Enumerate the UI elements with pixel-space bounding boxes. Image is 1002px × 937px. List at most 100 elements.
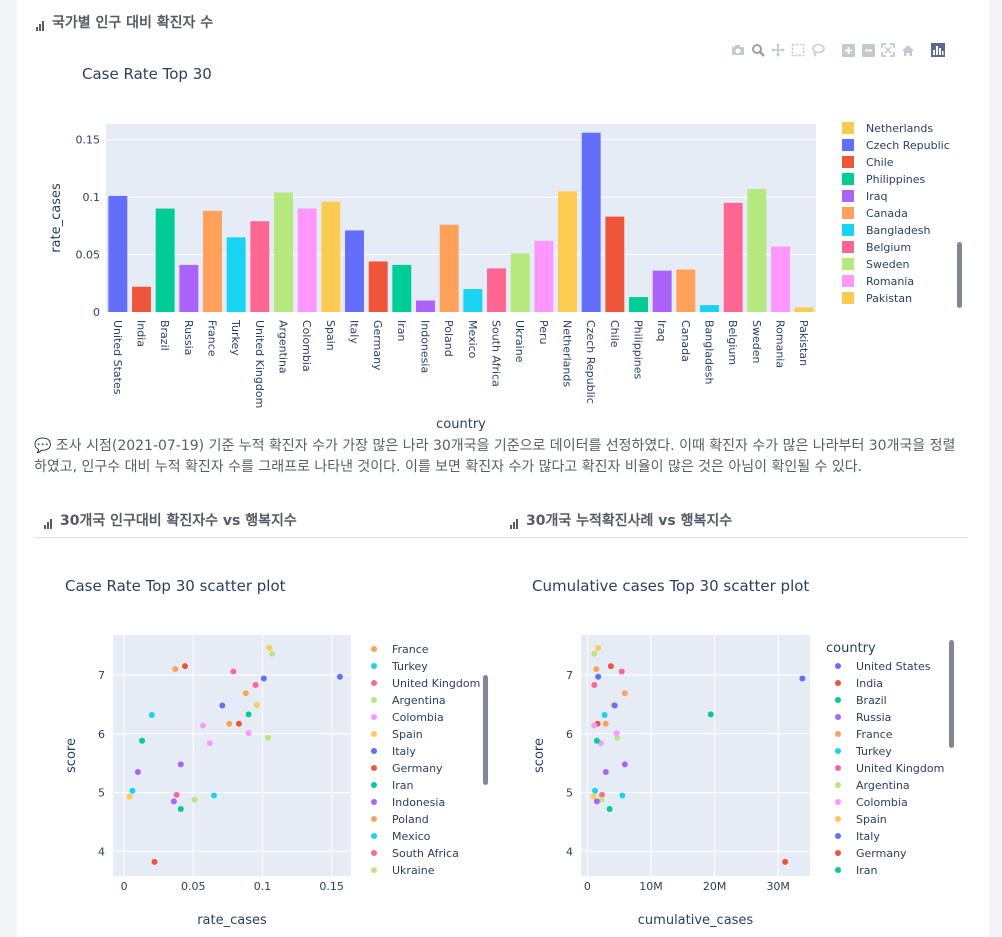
legend-scrollbar[interactable]: [957, 242, 962, 308]
legend-label[interactable]: Chile: [866, 156, 894, 169]
bar-argentina[interactable]: [274, 192, 293, 312]
bar-poland[interactable]: [439, 224, 459, 312]
point-iraq[interactable]: [170, 798, 177, 805]
point-italy[interactable]: [219, 702, 226, 709]
point-brazil[interactable]: [245, 711, 252, 718]
reset-axes-icon[interactable]: [900, 42, 916, 58]
legend-label[interactable]: France: [856, 728, 893, 741]
point-belgium[interactable]: [252, 681, 259, 688]
legend-label[interactable]: Spain: [856, 813, 887, 826]
point-mexico[interactable]: [601, 711, 608, 718]
point-russia[interactable]: [621, 761, 628, 768]
point-turkey[interactable]: [211, 792, 218, 799]
legend-scrollbar[interactable]: [483, 675, 488, 785]
bar-italy[interactable]: [345, 230, 364, 312]
legend-label[interactable]: Canada: [866, 207, 908, 220]
legend-label[interactable]: Iran: [392, 779, 414, 792]
point-turkey[interactable]: [619, 792, 626, 799]
point-indonesia[interactable]: [602, 768, 609, 775]
bar-united-states[interactable]: [108, 195, 128, 312]
point-united-kingdom[interactable]: [230, 668, 237, 675]
point-czech-republic[interactable]: [595, 673, 602, 680]
legend-label[interactable]: United States: [856, 660, 931, 673]
bar-belgium[interactable]: [723, 202, 743, 312]
bar-united-kingdom[interactable]: [250, 221, 270, 312]
point-indonesia[interactable]: [134, 768, 141, 775]
legend-label[interactable]: Germany: [856, 847, 907, 860]
point-united-kingdom[interactable]: [618, 668, 625, 675]
box-select-icon[interactable]: [790, 42, 806, 58]
legend-label[interactable]: Turkey: [855, 745, 892, 758]
legend-label[interactable]: Belgium: [866, 241, 911, 254]
bar-bangladesh[interactable]: [700, 305, 719, 312]
point-canada[interactable]: [172, 666, 179, 673]
point-russia[interactable]: [177, 761, 184, 768]
legend-label[interactable]: France: [392, 643, 429, 656]
legend-label[interactable]: Netherlands: [866, 122, 933, 135]
point-india[interactable]: [782, 858, 789, 865]
lasso-select-icon[interactable]: [810, 42, 826, 58]
legend-label[interactable]: Argentina: [392, 694, 446, 707]
point-philippines[interactable]: [593, 737, 600, 744]
bar-france[interactable]: [203, 210, 222, 312]
camera-icon[interactable]: [730, 42, 746, 58]
bar-germany[interactable]: [368, 261, 388, 312]
point-pakistan[interactable]: [126, 793, 133, 800]
point-bangladesh[interactable]: [591, 787, 598, 794]
point-germany[interactable]: [607, 663, 614, 670]
point-france[interactable]: [621, 690, 628, 697]
bar-south-africa[interactable]: [487, 268, 506, 312]
point-romania[interactable]: [199, 722, 206, 729]
point-bangladesh[interactable]: [129, 787, 136, 794]
bar-ukraine[interactable]: [510, 253, 530, 312]
bar-mexico[interactable]: [463, 289, 483, 312]
bar-russia[interactable]: [179, 264, 199, 312]
zoom-icon[interactable]: [750, 42, 766, 58]
point-iran[interactable]: [177, 805, 184, 812]
legend-label[interactable]: Pakistan: [866, 292, 912, 305]
bar-peru[interactable]: [534, 240, 554, 312]
point-ukraine[interactable]: [191, 796, 198, 803]
point-poland[interactable]: [602, 720, 609, 727]
legend-label[interactable]: South Africa: [392, 847, 459, 860]
point-italy[interactable]: [611, 702, 618, 709]
legend-label[interactable]: Spain: [392, 728, 423, 741]
legend-label[interactable]: Bangladesh: [866, 224, 931, 237]
point-argentina[interactable]: [614, 734, 621, 741]
pan-icon[interactable]: [770, 42, 786, 58]
bar-brazil[interactable]: [155, 208, 175, 312]
zoom-in-icon[interactable]: [840, 42, 856, 58]
legend-label[interactable]: United Kingdom: [392, 677, 480, 690]
bar-colombia[interactable]: [297, 208, 317, 312]
legend-label[interactable]: Poland: [392, 813, 429, 826]
point-mexico[interactable]: [148, 711, 155, 718]
point-romania[interactable]: [591, 722, 598, 729]
plotly-logo-icon[interactable]: [930, 42, 946, 58]
legend-label[interactable]: Colombia: [392, 711, 444, 724]
point-belgium[interactable]: [591, 681, 598, 688]
bar-turkey[interactable]: [226, 237, 246, 312]
bar-philippines[interactable]: [629, 297, 648, 312]
point-philippines[interactable]: [139, 737, 146, 744]
point-colombia[interactable]: [245, 730, 252, 737]
legend-label[interactable]: United Kingdom: [856, 762, 944, 775]
legend-label[interactable]: Mexico: [392, 830, 431, 843]
bar-iraq[interactable]: [652, 270, 672, 312]
zoom-out-icon[interactable]: [860, 42, 876, 58]
legend-label[interactable]: Romania: [866, 275, 914, 288]
point-south-africa[interactable]: [173, 791, 180, 798]
point-india[interactable]: [151, 858, 158, 865]
bar-romania[interactable]: [771, 246, 790, 312]
point-united-states[interactable]: [260, 675, 267, 682]
legend-label[interactable]: India: [856, 677, 883, 690]
point-czech-republic[interactable]: [336, 673, 343, 680]
point-south-africa[interactable]: [598, 791, 605, 798]
point-sweden[interactable]: [591, 650, 598, 657]
point-united-states[interactable]: [799, 675, 806, 682]
bar-canada[interactable]: [676, 269, 696, 312]
bar-netherlands[interactable]: [558, 191, 577, 312]
legend-label[interactable]: Iraq: [866, 190, 888, 203]
point-canada[interactable]: [593, 666, 600, 673]
point-peru[interactable]: [206, 740, 213, 747]
point-sweden[interactable]: [269, 650, 276, 657]
